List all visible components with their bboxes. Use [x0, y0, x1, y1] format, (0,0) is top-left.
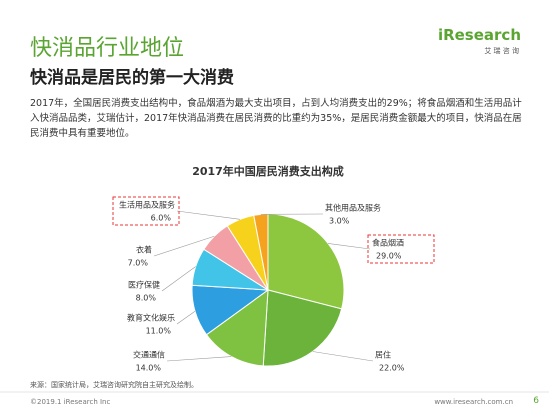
value-label: 22.0%	[379, 364, 405, 373]
value-label: 7.0%	[128, 259, 149, 268]
slice-label: 居住	[375, 350, 391, 360]
pie-slice	[267, 213, 345, 310]
copyright: ©2019.1 iResearch Inc	[30, 398, 111, 406]
highlight-box	[112, 196, 180, 226]
value-label: 11.0%	[146, 327, 172, 336]
slice-label: 交通通信	[133, 350, 165, 360]
pie-slice	[262, 289, 343, 367]
site: www.iresearch.com.cn	[434, 398, 513, 406]
slice-label: 医疗保健	[128, 280, 160, 290]
slice-label: 食品烟酒	[372, 238, 404, 248]
slice-label: 生活用品及服务	[119, 200, 175, 210]
leader-line	[176, 210, 241, 220]
slice-label: 衣着	[136, 245, 152, 255]
leader-line	[176, 310, 196, 325]
value-label: 6.0%	[151, 214, 172, 223]
value-label: 8.0%	[136, 294, 157, 303]
logo: iResearch	[437, 26, 521, 44]
page-number: 6	[533, 396, 539, 406]
leader-line	[312, 351, 374, 362]
title: 快消品行业地位	[30, 36, 185, 61]
leader-line	[328, 243, 371, 250]
slice-label: 其他用品及服务	[325, 203, 381, 213]
highlight-box	[367, 234, 435, 264]
pie-slice	[205, 288, 269, 367]
paragraph: 2017年，全国居民消费支出结构中，食品烟酒为最大支出项目，占到人均消费支出的2…	[30, 98, 522, 139]
subtitle: 快消品是居民的第一大消费	[30, 68, 234, 88]
value-label: 29.0%	[376, 252, 402, 261]
leader-line	[161, 266, 196, 292]
value-label: 3.0%	[329, 217, 350, 226]
leader-line	[166, 356, 232, 362]
chart-title: 2017年中国居民消费支出构成	[192, 164, 344, 178]
slice-label: 教育文化娱乐	[127, 313, 175, 323]
source: 来源：国家统计局，艾瑞咨询研究院自主研究及绘制。	[30, 381, 198, 389]
leader-line	[153, 235, 215, 257]
logo-sub: 艾 瑞 咨 询	[484, 47, 519, 55]
value-label: 14.0%	[136, 364, 162, 373]
